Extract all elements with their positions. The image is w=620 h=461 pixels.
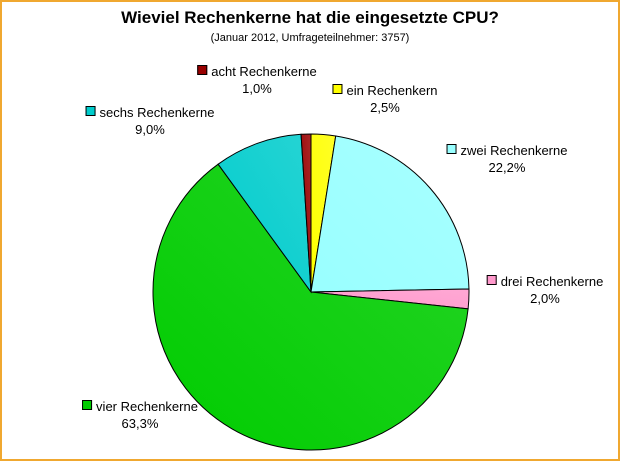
slice-name-5: sechs Rechenkerne: [99, 105, 215, 120]
chart-title: Wieviel Rechenkerne hat die eingesetzte …: [121, 8, 499, 27]
slice-label-2: zwei Rechenkerne 22,2%: [446, 142, 568, 176]
pie-slice-4: [152, 163, 469, 451]
pie-slice-2: [310, 135, 470, 293]
slice-name-4: vier Rechenkerne: [96, 399, 198, 414]
slice-name-3: drei Rechenkerne: [500, 274, 604, 289]
slice-label-5: sechs Rechenkerne 9,0%: [85, 104, 215, 138]
slice-label-1: ein Rechenkern 2,5%: [332, 82, 438, 116]
legend-swatch-4: [82, 400, 93, 410]
slice-value-3: 2,0%: [530, 291, 560, 306]
slice-value-4: 63,3%: [121, 416, 159, 431]
slice-name-2: zwei Rechenkerne: [460, 143, 568, 158]
slice-value-6: 1,0%: [242, 81, 272, 96]
pie-slice-6: [300, 133, 312, 293]
pie-slice-5: [217, 133, 312, 294]
slice-value-5: 9,0%: [135, 122, 165, 137]
slice-value-2: 22,2%: [488, 160, 526, 175]
slice-name-1: ein Rechenkern: [346, 83, 438, 98]
slice-value-1: 2,5%: [370, 100, 400, 115]
legend-swatch-3: [486, 275, 497, 285]
slice-label-6: acht Rechenkerne 1,0%: [197, 63, 317, 97]
slice-name-6: acht Rechenkerne: [211, 64, 317, 79]
legend-swatch-5: [85, 106, 96, 116]
chart-subtitle: (Januar 2012, Umfrageteilnehmer: 3757): [210, 32, 410, 44]
slice-label-4: vier Rechenkerne 63,3%: [82, 398, 198, 432]
slice-label-3: drei Rechenkerne 2,0%: [486, 273, 604, 307]
legend-swatch-2: [446, 144, 457, 154]
legend-swatch-6: [197, 65, 208, 75]
legend-swatch-1: [332, 84, 343, 94]
